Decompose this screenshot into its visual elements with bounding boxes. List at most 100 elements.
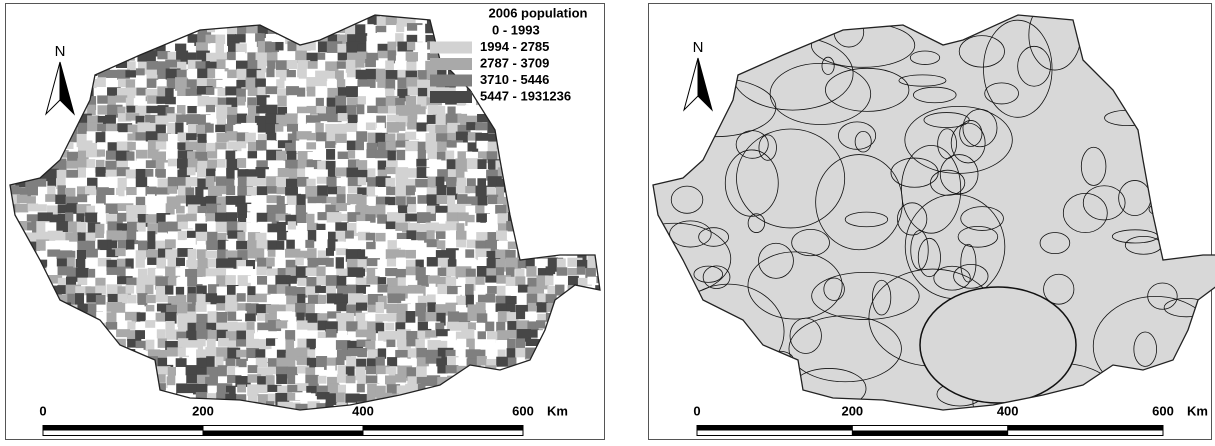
district xyxy=(18,89,30,96)
district xyxy=(125,412,140,423)
district xyxy=(7,350,15,358)
district xyxy=(536,115,549,126)
district xyxy=(27,52,39,59)
district xyxy=(498,401,510,415)
district xyxy=(125,17,137,30)
district xyxy=(116,52,126,59)
district xyxy=(337,194,346,203)
district xyxy=(28,24,43,38)
district xyxy=(7,79,18,92)
district xyxy=(526,365,535,377)
district-blob xyxy=(711,19,747,30)
district xyxy=(486,339,495,347)
district xyxy=(357,384,365,392)
district xyxy=(476,394,491,407)
district xyxy=(226,131,237,141)
district-blob xyxy=(766,351,793,367)
district xyxy=(567,401,582,411)
district xyxy=(328,187,338,194)
district xyxy=(596,42,612,55)
district xyxy=(138,411,148,424)
district xyxy=(35,142,50,153)
district xyxy=(248,365,258,373)
district xyxy=(598,77,612,88)
district xyxy=(568,357,580,366)
district xyxy=(206,176,215,187)
district xyxy=(577,267,585,275)
district xyxy=(166,25,174,36)
district xyxy=(207,221,216,230)
district xyxy=(536,141,550,154)
district xyxy=(17,268,25,277)
district xyxy=(116,359,130,370)
district xyxy=(566,195,582,209)
district xyxy=(157,393,166,403)
district xyxy=(287,70,296,77)
district xyxy=(496,132,506,144)
district xyxy=(266,105,277,115)
district-blob xyxy=(1184,387,1215,404)
district xyxy=(218,365,227,376)
district xyxy=(216,413,228,426)
district xyxy=(95,43,106,51)
district xyxy=(456,15,465,23)
district xyxy=(497,105,506,115)
district xyxy=(456,296,467,306)
district xyxy=(137,394,151,402)
district xyxy=(136,258,145,268)
district xyxy=(67,52,81,59)
district xyxy=(358,177,367,185)
district xyxy=(46,350,54,362)
district xyxy=(487,195,498,205)
district xyxy=(556,249,572,258)
district xyxy=(116,384,125,394)
district-blob xyxy=(652,147,682,180)
district xyxy=(396,402,409,416)
district xyxy=(337,214,348,221)
district xyxy=(77,97,87,108)
legend-label: 3710 - 5446 xyxy=(480,72,549,87)
district xyxy=(166,394,180,407)
district xyxy=(35,375,51,383)
district xyxy=(538,159,554,168)
district xyxy=(397,122,406,131)
district xyxy=(35,152,44,160)
district xyxy=(297,15,309,24)
district xyxy=(275,339,285,352)
district xyxy=(117,213,126,222)
district xyxy=(446,365,459,373)
district xyxy=(106,386,115,395)
district xyxy=(58,340,74,348)
district xyxy=(76,34,87,45)
district xyxy=(586,43,595,53)
district xyxy=(246,339,259,349)
district xyxy=(416,412,427,422)
district xyxy=(6,339,17,352)
district xyxy=(417,402,431,409)
district xyxy=(537,223,549,231)
district xyxy=(575,115,589,124)
district xyxy=(515,368,529,376)
district xyxy=(38,79,51,86)
district xyxy=(26,123,40,132)
district xyxy=(17,330,26,338)
district xyxy=(278,96,288,107)
district-blob xyxy=(1166,52,1215,117)
district xyxy=(206,16,222,28)
district xyxy=(98,393,113,406)
district xyxy=(137,384,152,394)
district xyxy=(287,8,295,21)
district xyxy=(137,24,149,38)
district xyxy=(277,25,292,33)
district xyxy=(18,33,26,42)
district xyxy=(485,107,495,115)
district-blob xyxy=(1120,36,1138,73)
district xyxy=(517,295,528,306)
district-blob xyxy=(1188,104,1209,139)
district xyxy=(26,60,38,69)
district xyxy=(367,106,378,113)
district xyxy=(576,169,590,176)
district xyxy=(557,304,565,317)
district xyxy=(507,392,518,402)
district xyxy=(46,113,58,123)
